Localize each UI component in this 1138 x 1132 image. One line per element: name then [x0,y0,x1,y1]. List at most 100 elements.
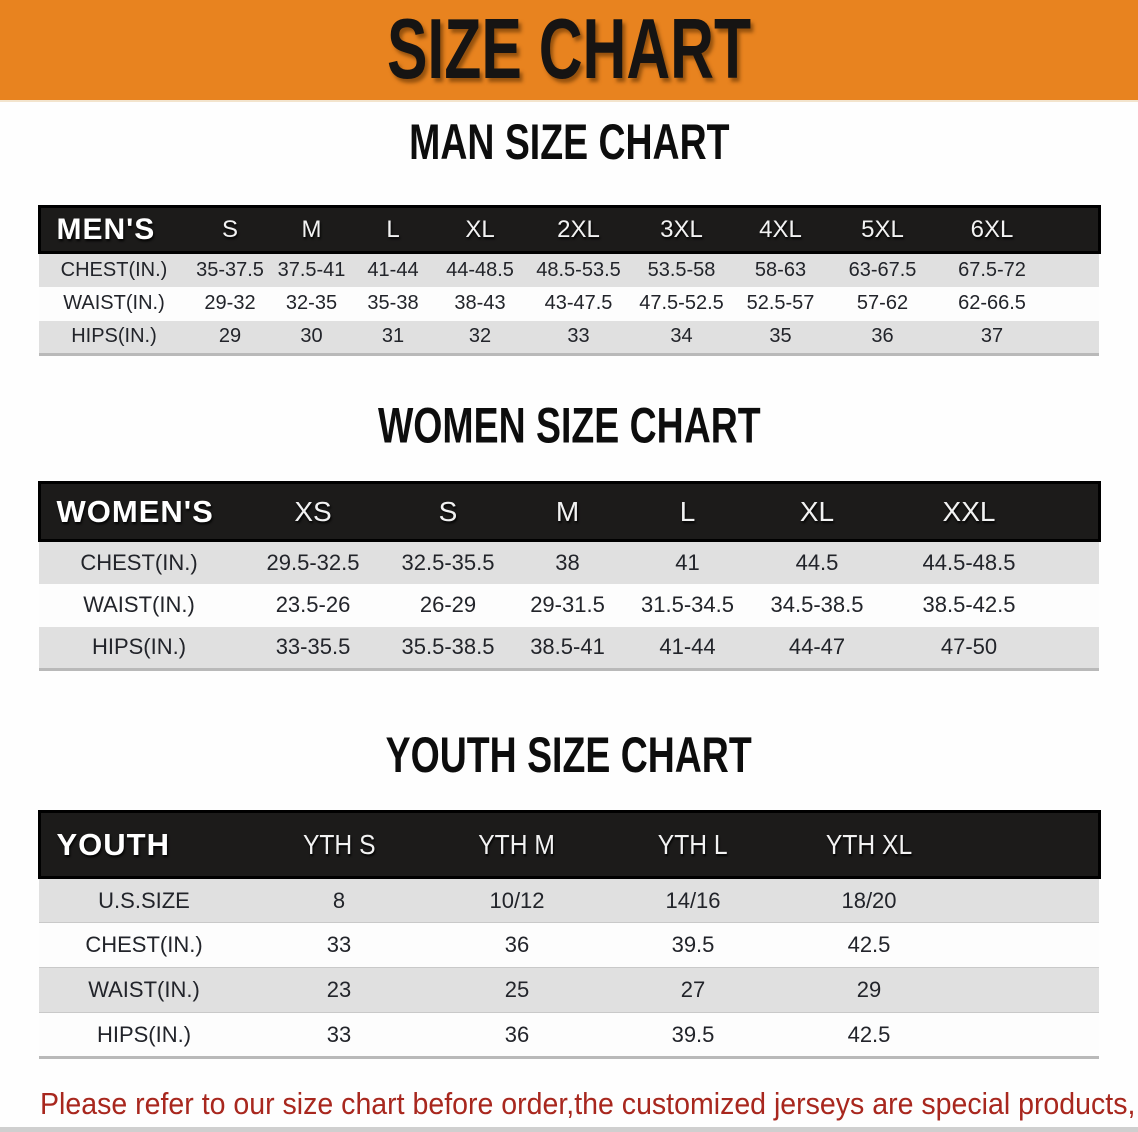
size-column-header: 4XL [759,215,802,243]
measurement-cell: 32 [434,320,526,356]
row-label: U.S.SIZE [39,876,249,923]
size-column-header: XS [294,495,332,527]
measurement-cell: 29 [189,320,271,356]
measurement-cell: 44-48.5 [434,251,526,287]
size-column-header-cell: XL [749,481,885,542]
disclaimer: Please refer to our size chart before or… [40,1081,1138,1132]
women-section-heading: WOMEN SIZE CHART [0,398,1138,465]
size-column-header-cell: 5XL [829,205,936,254]
size-column-header: L [679,495,696,527]
youth-section-heading-text: YOUTH SIZE CHART [385,727,753,784]
size-column-header: M [555,495,580,527]
row-label: CHEST(IN.) [39,539,239,584]
size-column-header-cell: L [626,481,749,542]
filler-cell [1048,251,1099,287]
table-group-label: YOUTH [37,810,249,879]
size-column-header-cell: 6XL [936,205,1048,254]
filler-header-cell [1053,481,1101,542]
measurement-cell: 44.5 [749,539,885,584]
measurement-cell: 47-50 [885,626,1053,671]
women-section-heading-text: WOMEN SIZE CHART [377,398,761,455]
table-row: WAIST(IN.) 23 25 27 29 [39,967,1099,1013]
size-column-header: YTH L [658,828,728,860]
size-column-header: S [221,215,238,243]
measurement-cell: 36 [829,320,936,356]
measurement-cell: 32-35 [271,286,352,321]
measurement-cell: 23.5-26 [239,583,387,627]
measurement-cell: 35-37.5 [189,251,271,287]
size-column-header: 3XL [660,215,703,243]
measurement-cell: 37.5-41 [271,251,352,287]
size-column-header: 6XL [970,215,1014,243]
table-group-label: MEN'S [37,205,189,254]
measurement-cell: 31 [352,320,434,356]
size-column-header-cell: YTH S [249,810,429,879]
size-column-header: XL [465,215,495,243]
row-label: CHEST(IN.) [39,922,249,968]
header-row: MEN'S S M L XL 2XL 3XL 4XL 5XL 6XL [37,205,1101,254]
measurement-cell: 29-32 [189,286,271,321]
measurement-cell: 58-63 [732,251,829,287]
measurement-cell: 53.5-58 [631,251,732,287]
filler-cell [957,876,1099,923]
measurement-cell: 35.5-38.5 [387,626,509,671]
size-column-header-cell: S [189,205,271,254]
measurement-cell: 35 [732,320,829,356]
row-label: HIPS(IN.) [39,626,239,671]
measurement-cell: 38.5-42.5 [885,583,1053,627]
banner-title: SIZE CHART [386,2,752,97]
measurement-cell: 52.5-57 [732,286,829,321]
table-row: HIPS(IN.) 33-35.5 35.5-38.5 38.5-41 41-44 44-… [39,626,1099,671]
men-size-table: MEN'S S M L XL 2XL 3XL 4XL 5XL 6XL CHEST(IN.) 35-37… [37,205,1101,356]
table-row: CHEST(IN.) 35-37.5 37.5-41 41-44 44-48.5 48.5… [39,251,1099,287]
size-column-header-cell: M [509,481,626,542]
size-column-header-cell: YTH M [429,810,605,879]
measurement-cell: 32.5-35.5 [387,539,509,584]
filler-cell [957,1012,1099,1059]
size-column-header-cell: 2XL [526,205,631,254]
filler-cell [1053,539,1099,584]
row-label: HIPS(IN.) [39,320,189,356]
youth-section-heading: YOUTH SIZE CHART [0,727,1138,794]
measurement-cell: 42.5 [781,922,957,968]
table-row: CHEST(IN.) 33 36 39.5 42.5 [39,922,1099,968]
women-size-table: WOMEN'S XS S M L XL XXL CHEST(IN.) 29.5-32.5 32.5… [37,481,1101,671]
measurement-cell: 29.5-32.5 [239,539,387,584]
measurement-cell: 34 [631,320,732,356]
measurement-cell: 48.5-53.5 [526,251,631,287]
size-column-header: XXL [942,495,996,527]
table-row: WAIST(IN.) 29-32 32-35 35-38 38-43 43-47.5 47.… [39,286,1099,321]
size-column-header-cell: 4XL [732,205,829,254]
measurement-cell: 18/20 [781,876,957,923]
measurement-cell: 43-47.5 [526,286,631,321]
measurement-cell: 27 [605,967,781,1013]
filler-cell [957,922,1099,968]
youth-size-table: YOUTH YTH S YTH M YTH L YTH XL U.S.SIZE 8 10/12… [37,810,1101,1059]
row-label: WAIST(IN.) [39,967,249,1013]
disclaimer-line-1: Please refer to our size chart before or… [40,1086,1136,1121]
size-column-header: YTH XL [825,828,913,860]
filler-header-cell [1048,205,1101,254]
measurement-cell: 36 [429,922,605,968]
header-row: YOUTH YTH S YTH M YTH L YTH XL [37,810,1101,879]
size-column-header-cell: S [387,481,509,542]
size-chart-banner: SIZE CHART [0,0,1138,102]
filler-header-cell [957,810,1101,879]
size-column-header-cell: XL [434,205,526,254]
measurement-cell: 33 [526,320,631,356]
filler-cell [1053,626,1099,671]
size-column-header-cell: L [352,205,434,254]
table-row: CHEST(IN.) 29.5-32.5 32.5-35.5 38 41 44.5 44.5… [39,539,1099,584]
size-column-header-cell: XXL [885,481,1053,542]
size-column-header-cell: M [271,205,352,254]
row-label: HIPS(IN.) [39,1012,249,1059]
measurement-cell: 38-43 [434,286,526,321]
measurement-cell: 41 [626,539,749,584]
measurement-cell: 39.5 [605,922,781,968]
measurement-cell: 26-29 [387,583,509,627]
measurement-cell: 44-47 [749,626,885,671]
size-column-header: 5XL [861,215,904,243]
bottom-edge-strip [0,1127,1138,1132]
measurement-cell: 63-67.5 [829,251,936,287]
measurement-cell: 34.5-38.5 [749,583,885,627]
